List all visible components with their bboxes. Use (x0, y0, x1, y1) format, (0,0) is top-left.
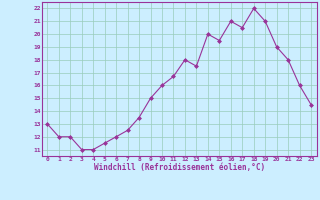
X-axis label: Windchill (Refroidissement éolien,°C): Windchill (Refroidissement éolien,°C) (94, 163, 265, 172)
